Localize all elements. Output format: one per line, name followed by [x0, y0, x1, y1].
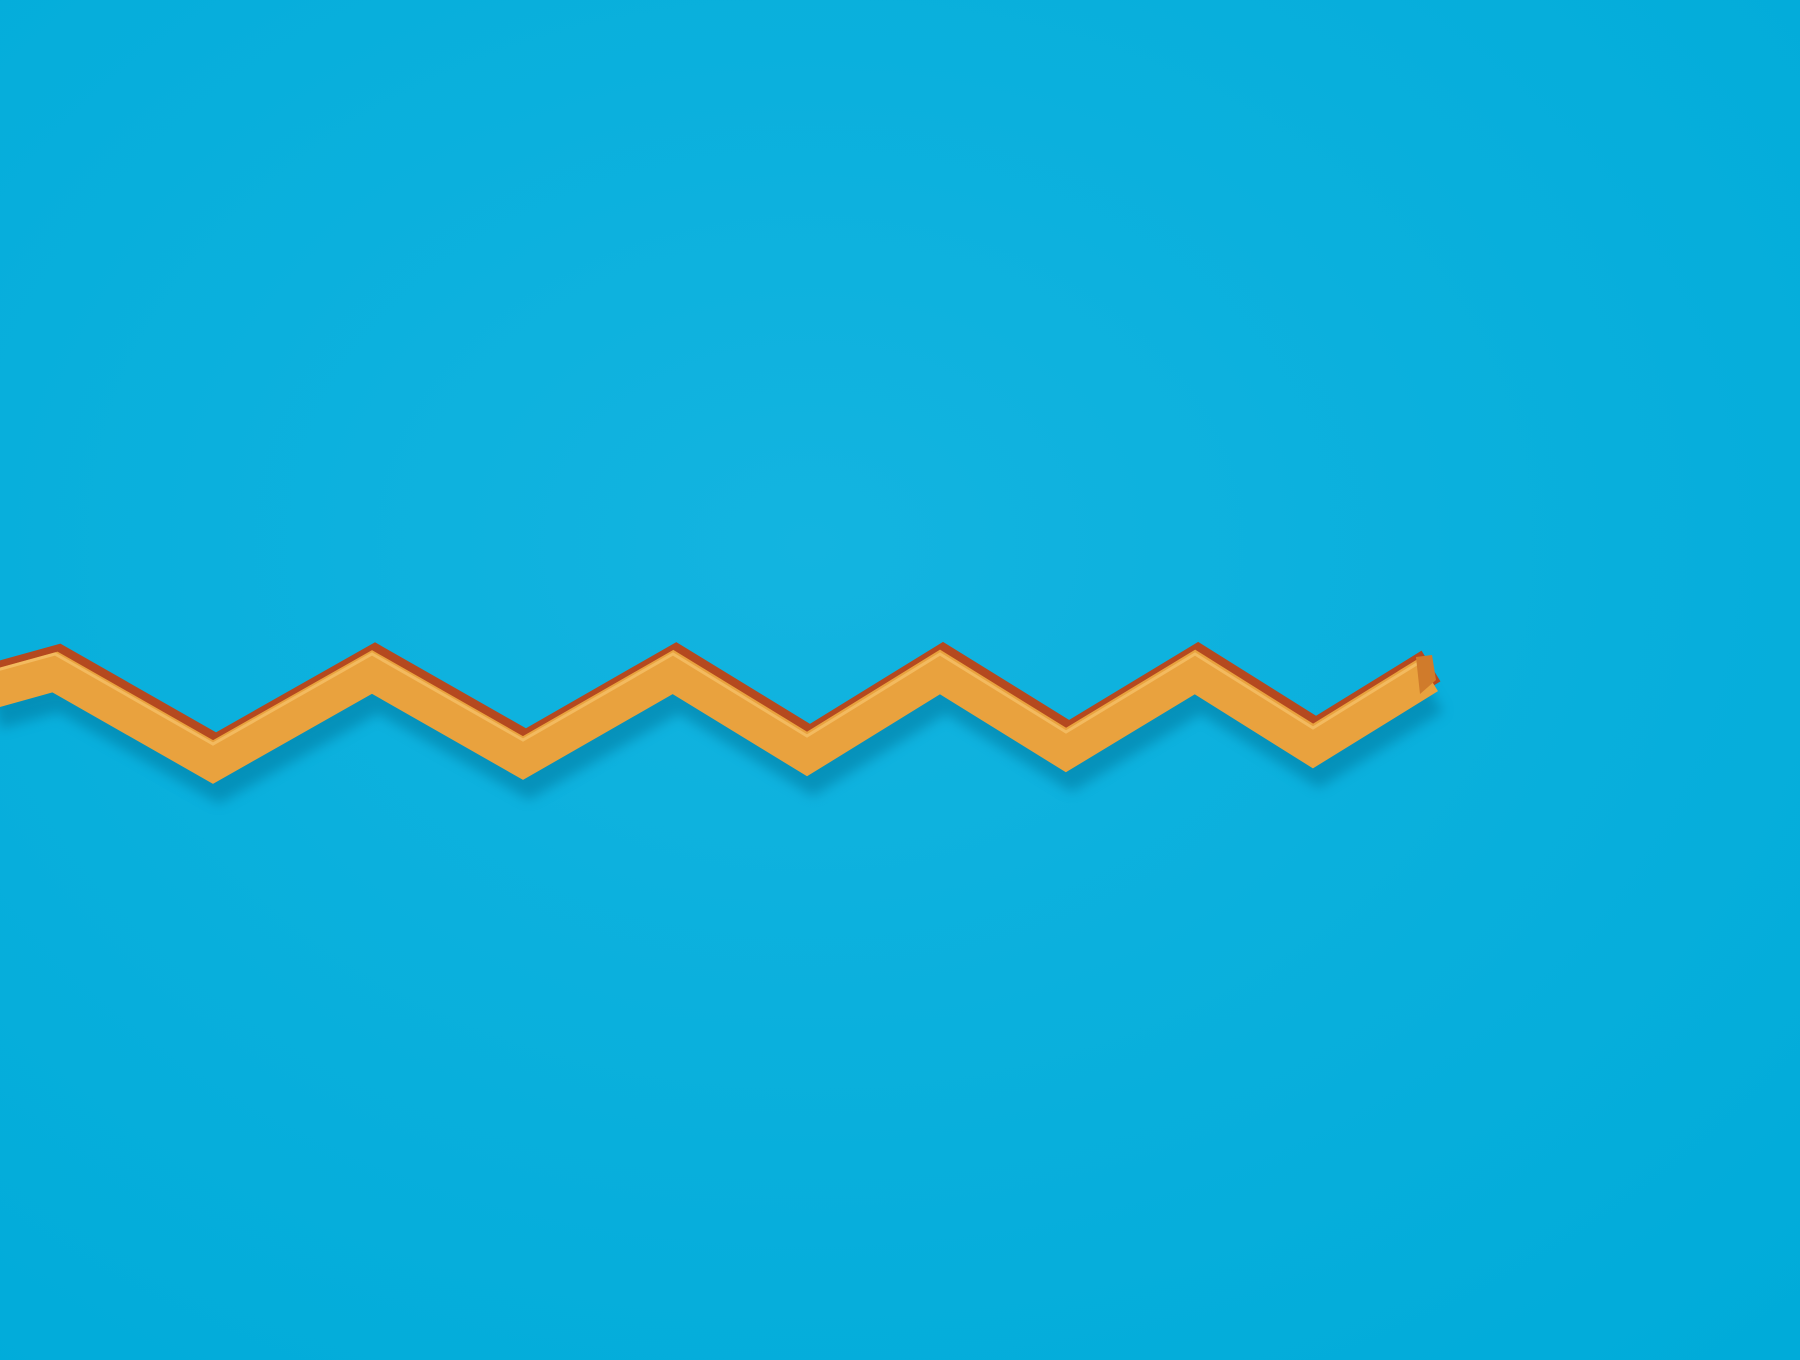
- zigzag-strip: [0, 641, 1443, 804]
- strip-end-cap: [1416, 655, 1436, 694]
- strip-top-highlight: [0, 652, 1429, 746]
- strip-face: [0, 649, 1438, 784]
